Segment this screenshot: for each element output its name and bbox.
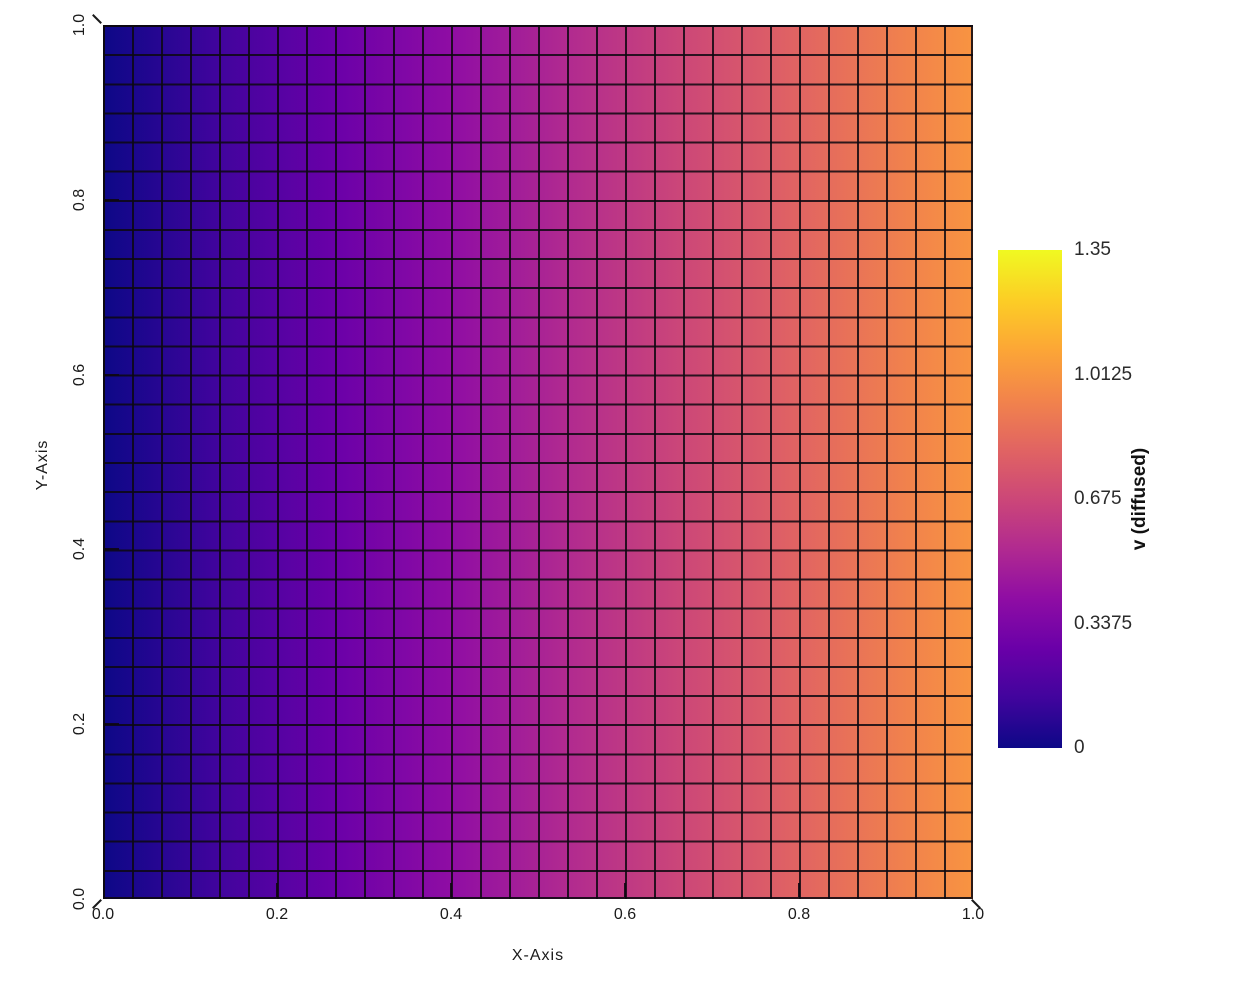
x-axis-title: X-Axis [511, 947, 565, 964]
y-axis-title: Y-Axis [34, 439, 51, 491]
x-axis-tick-mark [450, 883, 452, 897]
x-tick-label: 0.2 [265, 906, 289, 923]
axis-corner-tick-top-left [92, 14, 102, 24]
colorbar-title: v (diffused) [1129, 447, 1150, 551]
x-tick-label: 1.0 [961, 906, 985, 923]
x-tick-label: 0.8 [787, 906, 811, 923]
x-tick-label: 0.6 [613, 906, 637, 923]
y-tick-label: 1.0 [71, 13, 88, 37]
y-axis-tick-mark [105, 198, 119, 201]
heatmap-plot[interactable] [103, 25, 973, 899]
colorbar-tick-label: 1.35 [1074, 239, 1111, 260]
colorbar-tick-label: 1.0125 [1074, 363, 1133, 385]
x-tick-label: 0.4 [439, 906, 463, 923]
y-axis-tick-mark [105, 373, 119, 376]
x-axis-tick-mark [798, 883, 800, 897]
colorbar-tick-label: 0 [1074, 737, 1085, 758]
y-tick-label: 0.8 [71, 188, 88, 211]
colorbar-tick-label: 0.675 [1074, 488, 1122, 509]
y-axis-tick-mark [105, 548, 119, 551]
x-axis-tick-mark [624, 883, 626, 897]
y-axis-tick-mark [105, 723, 119, 726]
x-tick-label: 0.0 [91, 906, 115, 923]
y-tick-label: 0.4 [71, 538, 88, 561]
y-tick-label: 0.2 [71, 713, 88, 736]
y-tick-label: 0.0 [71, 887, 88, 911]
colorbar [998, 250, 1062, 748]
y-tick-label: 0.6 [71, 363, 88, 386]
colorbar-tick-label: 0.3375 [1074, 612, 1133, 634]
x-axis-tick-mark [276, 883, 278, 897]
